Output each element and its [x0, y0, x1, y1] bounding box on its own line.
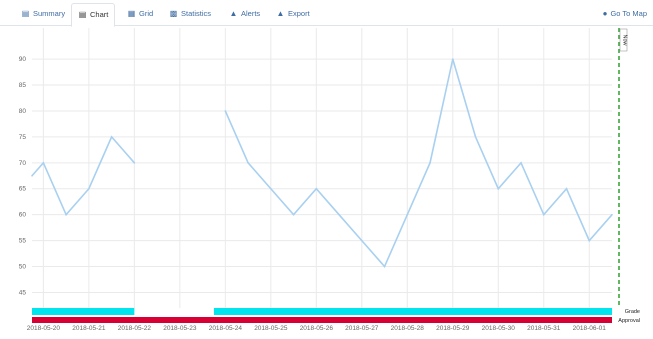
alert-icon: ▲ [229, 9, 238, 18]
x-tick-label: 2018-05-20 [27, 325, 61, 332]
tab-bar: ▤ Summary ▤ Chart ▦ Grid ▩ Statistics ▲ Alert… [0, 0, 653, 27]
status-bar-label: Grade [625, 309, 640, 315]
x-tick-label: 2018-05-22 [118, 325, 152, 332]
status-bar-grade [32, 308, 135, 315]
x-tick-label: 2018-05-29 [436, 325, 470, 332]
x-tick-label: 2018-06-01 [573, 325, 607, 332]
go-to-map-button[interactable]: ● Go To Map [603, 3, 647, 25]
series-line [224, 58, 613, 268]
series-line [31, 135, 135, 217]
tab-summary-label: Summary [33, 9, 66, 18]
chart-series [31, 58, 613, 268]
tab-statistics-label: Statistics [181, 9, 212, 18]
x-tick-label: 2018-05-25 [254, 325, 288, 332]
tab-alerts[interactable]: ▲ Alerts [223, 3, 266, 25]
summary-icon: ▤ [21, 9, 30, 18]
y-tick-label: 75 [19, 134, 27, 141]
status-bar-label: Approval [618, 318, 640, 324]
y-tick-label: 90 [19, 56, 27, 63]
x-tick-label: 2018-05-26 [300, 325, 334, 332]
line-chart: 45 50 55 60 65 70 75 80 85 90 Grade Approval 2018-… [19, 28, 640, 332]
y-tick-label: 65 [19, 186, 27, 193]
now-marker-box [619, 28, 628, 52]
x-tick-label: 2018-05-24 [209, 325, 243, 332]
x-axis-ticks: 2018-05-20 2018-05-21 2018-05-22 2018-05-23… [27, 325, 607, 332]
globe-icon: ● [602, 9, 608, 18]
x-tick-label: 2018-05-31 [527, 325, 561, 332]
status-bar-grade [213, 308, 612, 315]
grid-icon: ▦ [127, 9, 136, 18]
x-tick-label: 2018-05-27 [345, 325, 379, 332]
x-tick-label: 2018-05-21 [72, 325, 106, 332]
x-tick-label: 2018-05-23 [163, 325, 197, 332]
y-axis-ticks: 45 50 55 60 65 70 75 80 85 90 [19, 56, 27, 296]
chart-grid [32, 28, 612, 308]
x-tick-label: 2018-05-28 [391, 325, 425, 332]
now-marker: Now [618, 28, 628, 308]
tab-export[interactable]: ▲ Export [270, 3, 316, 25]
status-bar-approval [32, 317, 612, 323]
go-to-map-label: Go To Map [610, 9, 647, 18]
y-tick-label: 80 [19, 108, 27, 115]
y-tick-label: 45 [19, 289, 27, 296]
tab-chart[interactable]: ▤ Chart [71, 3, 116, 27]
y-tick-label: 70 [19, 160, 27, 167]
y-tick-label: 60 [19, 212, 27, 219]
now-marker-label: Now [622, 34, 628, 45]
y-tick-label: 50 [19, 264, 27, 271]
y-tick-label: 85 [19, 82, 27, 89]
export-icon: ▲ [276, 9, 285, 18]
tab-export-label: Export [288, 9, 310, 18]
x-tick-label: 2018-05-30 [482, 325, 516, 332]
tab-alerts-label: Alerts [241, 9, 261, 18]
tab-statistics[interactable]: ▩ Statistics [163, 3, 217, 25]
y-tick-label: 55 [19, 238, 27, 245]
status-bars: Grade Approval [32, 308, 640, 324]
statistics-icon: ▩ [169, 9, 178, 18]
chart-icon: ▤ [78, 10, 87, 19]
tab-grid-label: Grid [139, 9, 154, 18]
tab-grid[interactable]: ▦ Grid [121, 3, 159, 25]
tab-chart-label: Chart [90, 10, 109, 19]
tab-summary[interactable]: ▤ Summary [15, 3, 71, 25]
